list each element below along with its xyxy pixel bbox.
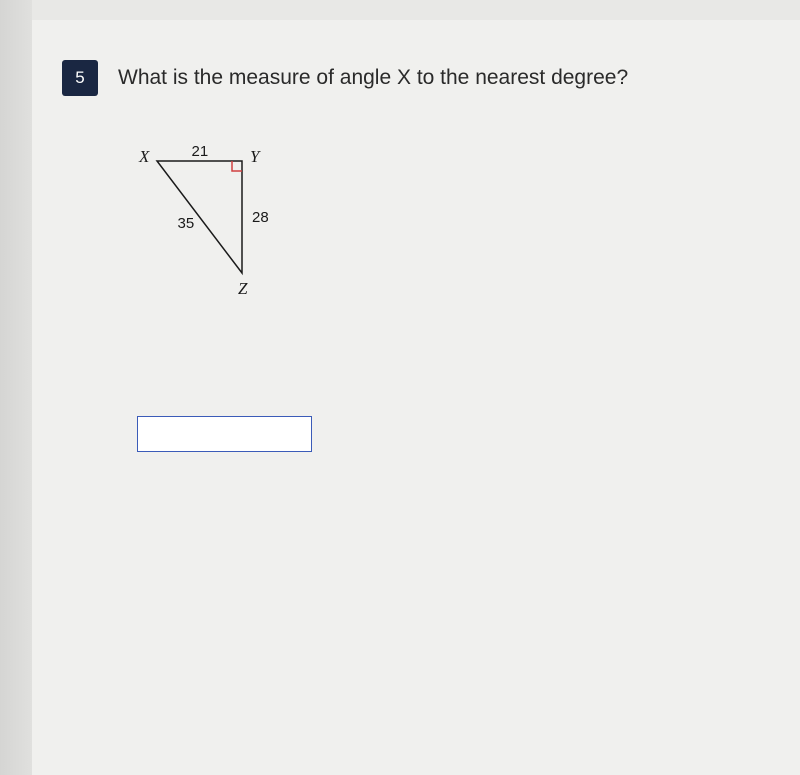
triangle-shape	[157, 161, 242, 273]
vertex-label-y: Y	[250, 147, 259, 167]
vertex-label-x: X	[139, 147, 149, 167]
side-label-yz: 28	[252, 209, 269, 226]
side-label-xy: 21	[192, 143, 209, 160]
question-text: What is the measure of angle X to the ne…	[118, 66, 628, 90]
page-container: 5 What is the measure of angle X to the …	[32, 20, 800, 775]
triangle-svg	[137, 146, 337, 326]
triangle-diagram: X Y Z 21 28 35	[137, 146, 337, 346]
question-number-badge: 5	[62, 60, 98, 96]
right-angle-marker	[232, 161, 242, 171]
side-label-xz: 35	[178, 215, 195, 232]
question-header: 5 What is the measure of angle X to the …	[62, 60, 770, 96]
vertex-label-z: Z	[238, 279, 247, 299]
question-number: 5	[75, 68, 84, 88]
page-left-shadow	[0, 0, 32, 775]
answer-input[interactable]	[137, 416, 312, 452]
